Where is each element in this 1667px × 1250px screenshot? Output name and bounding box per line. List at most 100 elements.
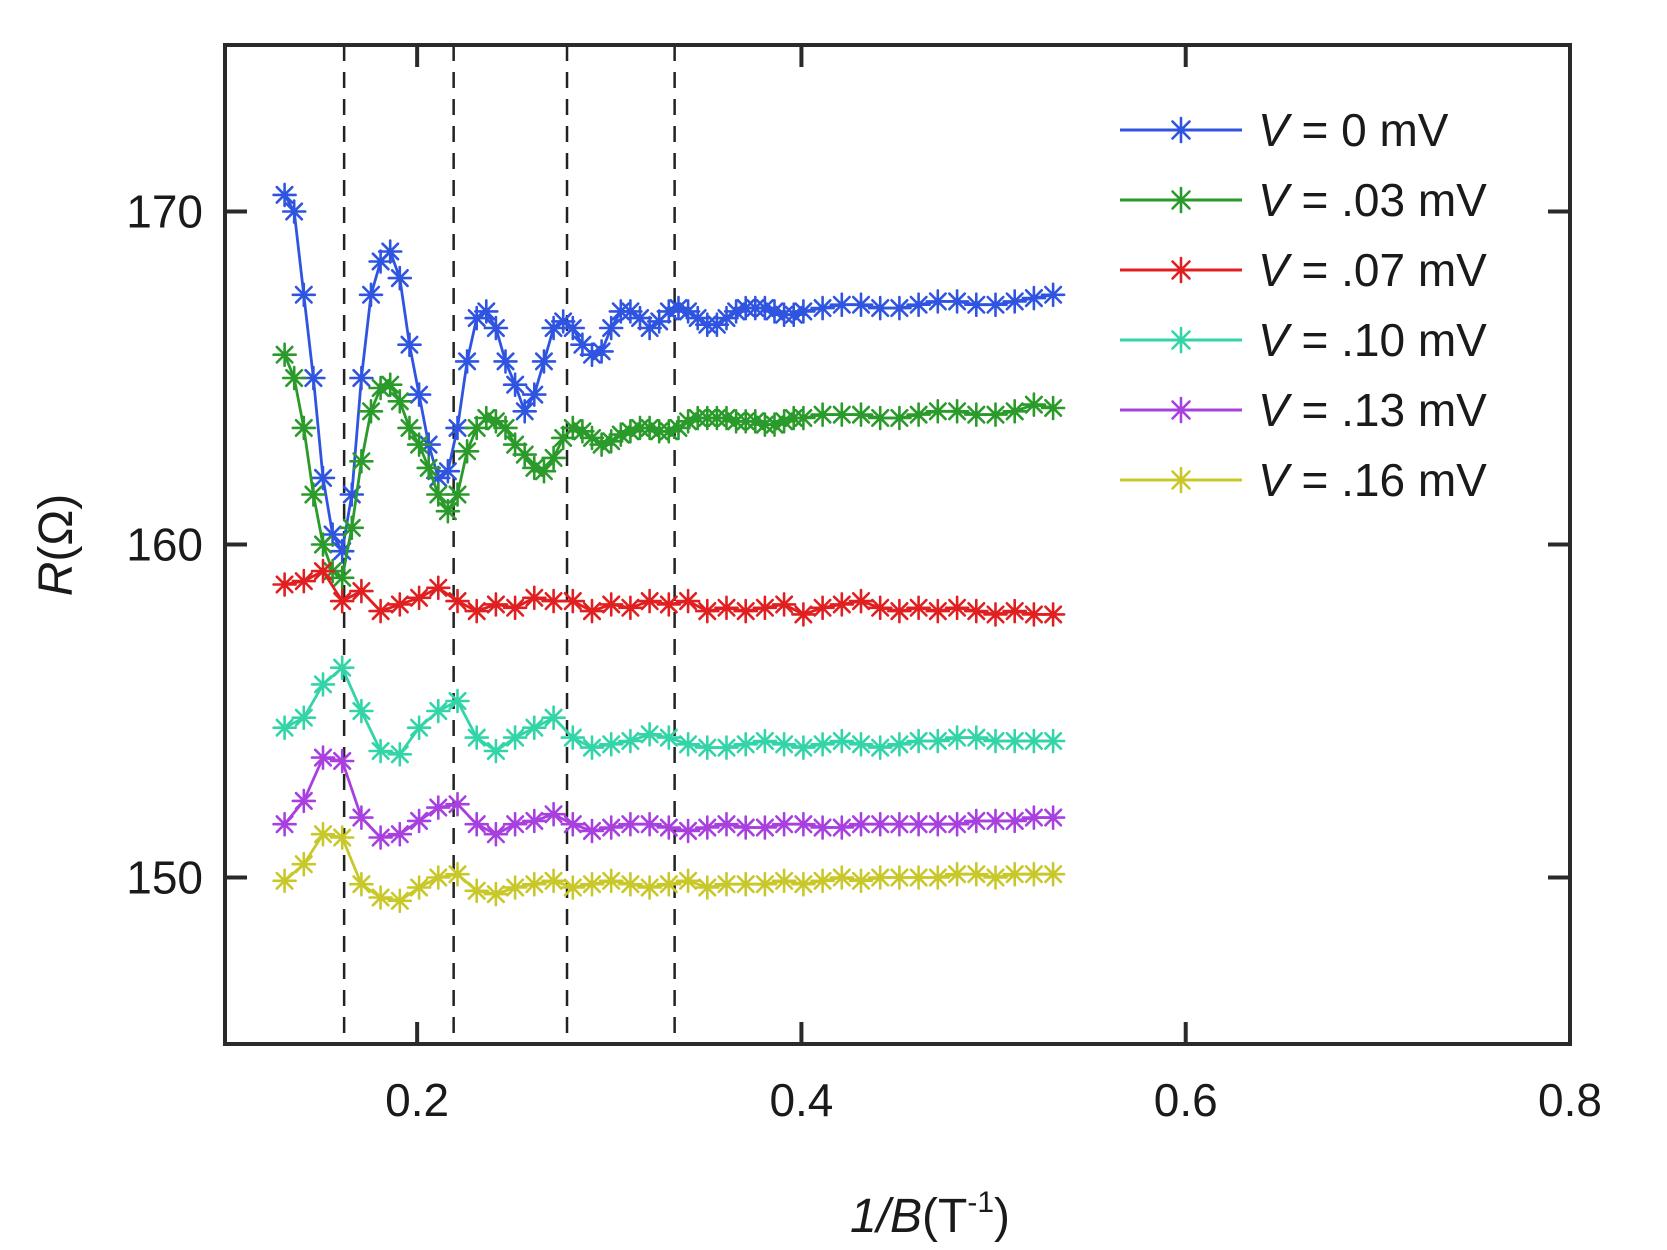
data-point bbox=[695, 815, 720, 840]
data-point bbox=[925, 865, 951, 890]
data-point bbox=[493, 349, 518, 374]
data-point bbox=[791, 602, 816, 627]
data-point bbox=[906, 865, 931, 890]
data-point bbox=[272, 342, 297, 367]
data-point bbox=[358, 282, 384, 308]
data-point bbox=[579, 735, 605, 760]
series-5 bbox=[272, 745, 1066, 850]
data-point bbox=[867, 405, 893, 431]
series-layer bbox=[272, 182, 1066, 914]
data-point bbox=[522, 455, 547, 481]
legend-label: V = .10 mV bbox=[1258, 314, 1487, 366]
data-point bbox=[291, 705, 317, 730]
data-point bbox=[618, 419, 643, 444]
data-point bbox=[445, 861, 470, 887]
data-point bbox=[906, 728, 931, 754]
data-point bbox=[829, 815, 855, 840]
data-point bbox=[964, 598, 989, 624]
data-point bbox=[608, 422, 634, 447]
data-point bbox=[589, 432, 614, 457]
data-point bbox=[887, 732, 912, 757]
data-point bbox=[464, 811, 489, 837]
y-axis-title-main: R bbox=[30, 562, 83, 597]
data-point bbox=[1040, 861, 1066, 887]
data-point bbox=[1021, 392, 1047, 417]
data-point bbox=[983, 602, 1008, 627]
data-point bbox=[685, 305, 710, 331]
data-point bbox=[1002, 728, 1027, 754]
data-point bbox=[1021, 861, 1047, 887]
data-point bbox=[310, 745, 336, 770]
x-tick-label: 0.6 bbox=[1154, 1074, 1218, 1126]
data-point bbox=[445, 791, 470, 817]
data-point bbox=[791, 299, 816, 324]
data-point bbox=[964, 402, 989, 427]
data-point bbox=[1002, 289, 1027, 314]
data-point bbox=[598, 868, 624, 894]
data-point bbox=[887, 598, 912, 624]
data-point bbox=[387, 821, 413, 847]
data-point bbox=[983, 292, 1008, 317]
data-point bbox=[329, 825, 355, 850]
data-point bbox=[426, 865, 451, 890]
data-point bbox=[695, 735, 720, 760]
legend-swatch-marker bbox=[1167, 116, 1195, 144]
data-point bbox=[1002, 598, 1027, 624]
data-point bbox=[435, 458, 461, 484]
data-point bbox=[445, 482, 470, 507]
data-point bbox=[752, 815, 778, 840]
data-point bbox=[810, 868, 835, 894]
series-4 bbox=[272, 655, 1066, 767]
data-point bbox=[291, 282, 317, 308]
data-point bbox=[675, 732, 701, 757]
data-point bbox=[560, 725, 586, 750]
data-point bbox=[618, 299, 643, 324]
data-point bbox=[522, 871, 547, 897]
data-point bbox=[320, 522, 345, 547]
data-point bbox=[752, 871, 778, 897]
legend-entry-3: V = .07 mV bbox=[1120, 244, 1487, 296]
legend-label: V = .07 mV bbox=[1258, 244, 1487, 296]
data-point bbox=[426, 698, 451, 724]
data-point bbox=[570, 332, 595, 357]
data-point bbox=[426, 575, 451, 601]
data-point bbox=[1040, 395, 1066, 421]
data-point bbox=[406, 875, 432, 900]
data-point bbox=[714, 305, 739, 331]
data-point bbox=[810, 732, 835, 757]
x-axis-title: 1/B(T-1) bbox=[850, 1186, 1010, 1243]
data-point bbox=[464, 878, 489, 904]
data-point bbox=[464, 598, 489, 624]
data-point bbox=[541, 315, 566, 341]
data-point bbox=[1002, 808, 1027, 834]
data-point bbox=[387, 592, 413, 617]
data-point bbox=[1021, 805, 1047, 830]
data-point bbox=[541, 705, 566, 730]
series-3 bbox=[272, 558, 1066, 627]
legend: V = 0 mVV = .03 mVV = .07 mVV = .10 mVV … bbox=[1120, 104, 1487, 506]
data-point bbox=[1021, 285, 1047, 311]
data-point bbox=[887, 295, 912, 321]
data-point bbox=[310, 532, 336, 557]
data-point bbox=[829, 865, 855, 890]
data-point bbox=[1002, 399, 1027, 424]
data-point bbox=[925, 289, 951, 314]
data-point bbox=[867, 595, 893, 621]
data-point bbox=[570, 419, 595, 444]
data-point bbox=[733, 598, 758, 624]
x-axis-title-unit-sup: -1 bbox=[967, 1186, 994, 1219]
data-point bbox=[1002, 861, 1027, 887]
y-axis-title-unit: (Ω) bbox=[30, 494, 83, 562]
data-point bbox=[502, 595, 528, 621]
data-point bbox=[541, 801, 566, 827]
data-point bbox=[656, 592, 682, 617]
x-tick-label: 0.4 bbox=[769, 1074, 833, 1126]
data-point bbox=[964, 725, 989, 750]
data-point bbox=[387, 888, 413, 914]
data-point bbox=[358, 399, 384, 424]
data-point bbox=[618, 811, 643, 837]
data-point bbox=[781, 302, 806, 327]
data-point bbox=[550, 425, 576, 451]
data-point bbox=[906, 402, 931, 427]
